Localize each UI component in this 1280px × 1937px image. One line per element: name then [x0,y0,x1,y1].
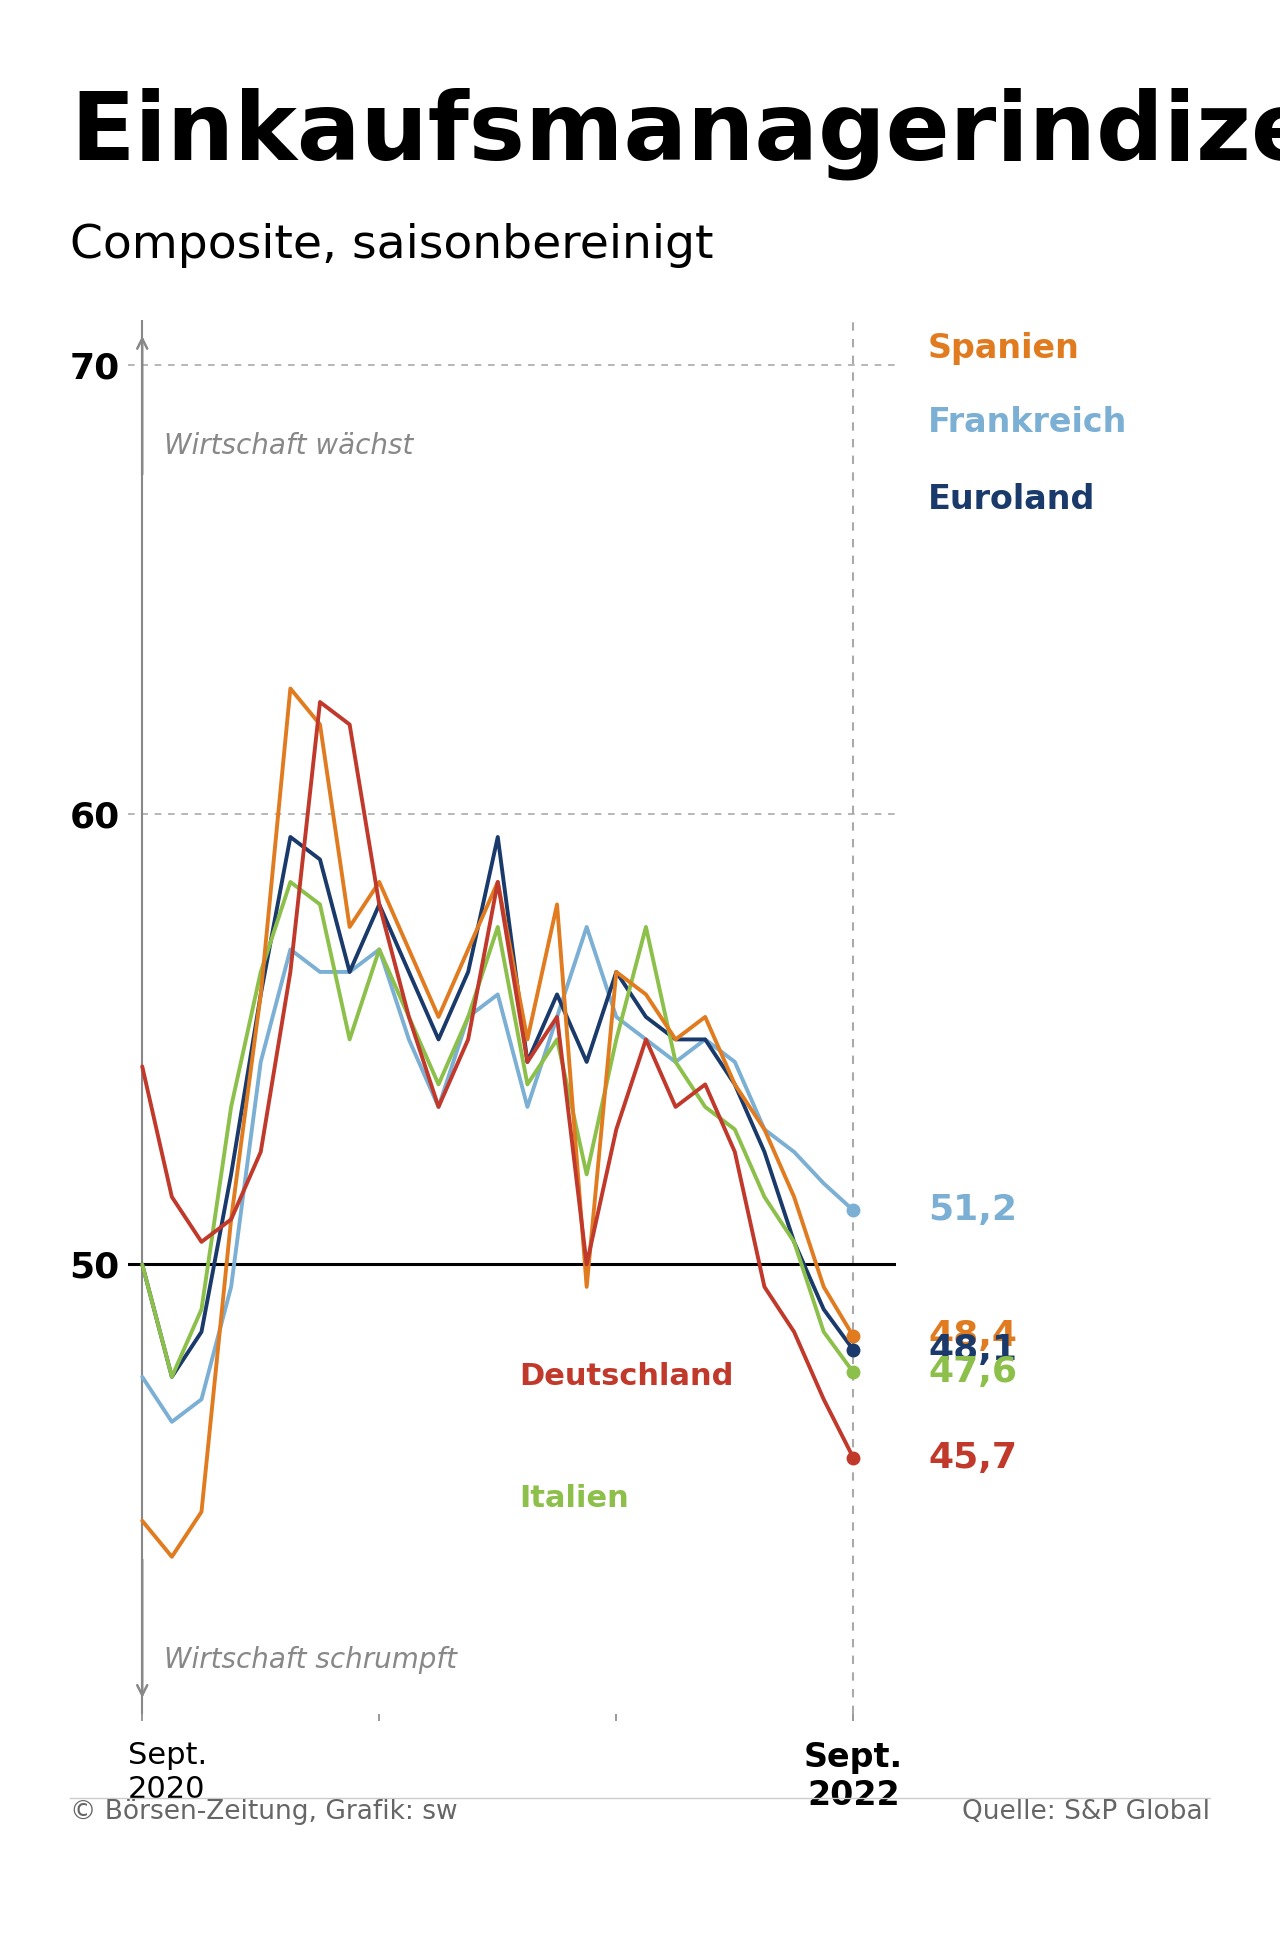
Text: 51,2: 51,2 [928,1193,1018,1228]
Text: 48,4: 48,4 [928,1319,1018,1354]
Text: Sept.
2022: Sept. 2022 [804,1741,902,1813]
Text: Frankreich: Frankreich [928,405,1128,440]
Text: 45,7: 45,7 [928,1441,1018,1474]
Text: Quelle: S&P Global: Quelle: S&P Global [961,1799,1210,1825]
Text: Wirtschaft wächst: Wirtschaft wächst [164,432,413,459]
Text: Wirtschaft schrumpft: Wirtschaft schrumpft [164,1646,457,1674]
Text: Composite, saisonbereinigt: Composite, saisonbereinigt [70,223,714,267]
Text: © Börsen-Zeitung, Grafik: sw: © Börsen-Zeitung, Grafik: sw [70,1799,458,1825]
Text: Euroland: Euroland [928,482,1096,517]
Text: Spanien: Spanien [928,331,1080,366]
Text: Einkaufsmanagerindizes: Einkaufsmanagerindizes [70,87,1280,180]
Text: 47,6: 47,6 [928,1356,1018,1389]
Text: Sept.
2020: Sept. 2020 [128,1741,207,1803]
Text: Deutschland: Deutschland [520,1362,733,1391]
Text: 48,1: 48,1 [928,1333,1018,1368]
Text: Italien: Italien [520,1484,628,1513]
